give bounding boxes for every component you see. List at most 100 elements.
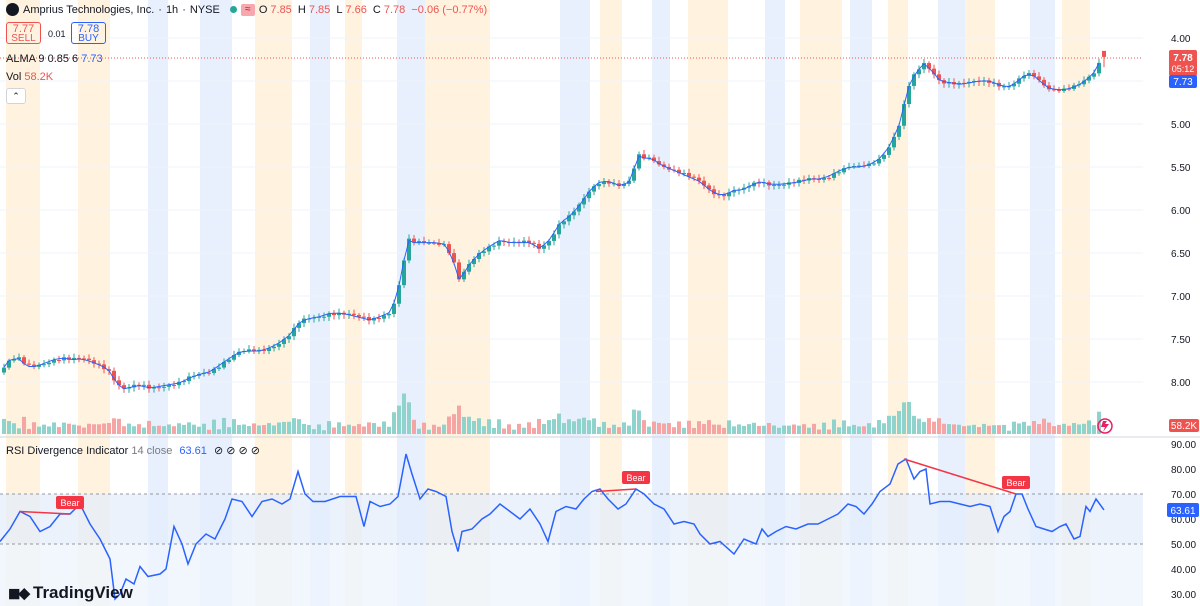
volume-bar [567,419,571,434]
volume-bar [592,418,596,434]
volume-bar [872,427,876,434]
interval[interactable]: 1h [165,3,179,16]
candle-body [12,359,16,361]
candle-body [537,243,541,249]
volume-bar [102,423,106,434]
market-status-icon [229,6,237,13]
volume-bar [392,412,396,434]
candle-body [47,362,51,365]
volume-bar [312,429,316,434]
settings-toggle-icon[interactable]: ≈ [240,3,255,16]
volume-bar [417,428,421,434]
volume-bar [572,421,576,434]
alma-legend[interactable]: ALMA 9 0.85 6 7.73 [6,53,103,65]
rsi-value-tag [1167,502,1199,517]
candle-body [1052,89,1056,91]
replay-icon[interactable] [1097,418,1113,434]
symbol-name[interactable]: Amprius Technologies, Inc. [23,3,155,16]
volume-bar [232,419,236,434]
candle-body [432,242,436,244]
candle-body [1032,72,1036,77]
volume-bar [812,423,816,434]
volume-bar [532,428,536,434]
rsi-tick-label: 80.00 [1171,465,1196,476]
price-tick-label: 7.00 [1171,292,1191,303]
volume-bar [492,427,496,434]
bear-label-bg [622,471,650,484]
volume-bar [162,426,166,434]
volume-bar [682,427,686,434]
candle-body [957,82,961,85]
candle-body [1002,86,1006,88]
candle-body [682,172,686,174]
candle-body [487,246,491,252]
volume-bar [1047,422,1051,434]
volume-tag-label: 58.2K [1171,421,1197,432]
candle-body [492,245,496,247]
candle-body [222,361,226,368]
candle-body [1012,83,1016,87]
volume-bar [2,418,6,434]
rsi-legend[interactable]: RSI Divergence Indicator 14 close 63.61 … [6,444,260,457]
candle-body [267,348,271,351]
tradingview-logo[interactable]: ◼◆ TradingView [8,583,133,603]
candle-body [482,251,486,253]
candle-body [212,368,216,374]
volume-bar [747,424,751,434]
volume-bar [12,423,16,434]
candle-body [232,355,236,360]
volume-bar [47,426,51,434]
volume-bar [602,421,606,434]
session-band [345,0,362,606]
candle-body [72,357,76,360]
rsi-tick-label: 50.00 [1171,540,1196,551]
volume-bar [442,424,446,434]
close-value: 7.78 [383,3,406,16]
candle-body [57,360,61,362]
volume-bar [382,421,386,434]
candle-body [642,154,646,159]
bear-label: Bear [626,473,645,483]
volume-bar [857,426,861,434]
volume-bar [352,426,356,434]
volume-bar [172,426,176,434]
spread-value: 0.01 [48,29,66,39]
buy-label: BUY [78,33,99,44]
alma-price-label: 7.73 [1173,77,1193,88]
candle-body [657,161,661,165]
volume-bar [667,423,671,434]
volume-bar [662,423,666,434]
ohlc-values: O 7.85 H 7.85 L 7.66 C 7.78 −0.06 (−0.77%) [259,4,490,16]
volume-bar [722,427,726,434]
session-band [600,0,622,606]
candle-body [152,387,156,389]
volume-bar [242,424,246,434]
sell-button[interactable]: 7.77 SELL [6,22,41,44]
alma-label: ALMA 9 0.85 6 [6,53,79,65]
candle-body [897,125,901,137]
volume-bar [887,415,891,434]
candle-body [337,312,341,316]
candle-body [77,357,81,359]
volume-bar [207,429,211,434]
candle-body [937,74,941,81]
buy-button[interactable]: 7.78 BUY [71,22,106,44]
volume-bar [737,424,741,434]
volume-bar [192,424,196,434]
candle-body [702,180,706,186]
volume-legend[interactable]: Vol 58.2K [6,71,53,83]
volume-bar [932,421,936,434]
volume-bar [447,416,451,434]
divergence-annotations: Bear Bear Bear [19,458,1030,515]
volume-bar [187,422,191,434]
volume-bar [1057,424,1061,434]
price-tick-label: 7.50 [1171,335,1191,346]
candle-body [287,336,291,340]
candle-body [437,243,441,245]
collapse-legend-button[interactable]: ⌃ [6,88,26,104]
candle-body [567,215,571,222]
candle-body [722,194,726,197]
volume-bar [142,427,146,434]
volume-bar [1087,420,1091,434]
